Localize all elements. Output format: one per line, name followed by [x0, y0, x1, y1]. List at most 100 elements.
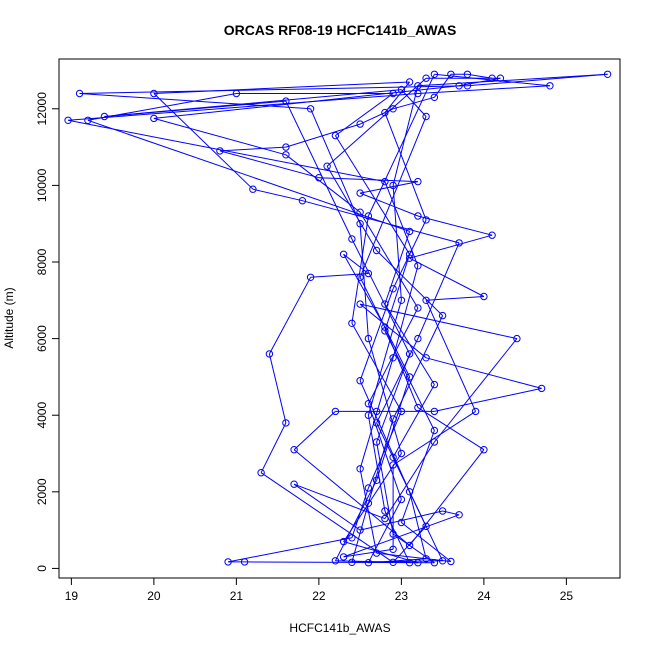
y-axis: 0 2000 4000 6000 8000 10000 12000: [35, 92, 60, 572]
data-point: [397, 85, 406, 94]
y-tick-label: 8000: [35, 248, 49, 275]
series-line-segment: [153, 81, 410, 94]
data-point: [405, 559, 414, 567]
series-line-segment: [285, 100, 353, 240]
data-point: [381, 327, 389, 335]
chart-title: ORCAS RF08-19 HCFC141b_AWAS: [224, 22, 457, 38]
data-point: [603, 70, 612, 79]
series-line-segment: [392, 533, 435, 564]
series-line-segment: [384, 326, 419, 408]
data-point: [290, 446, 298, 454]
series-line-segment: [392, 96, 435, 110]
data-point: [282, 151, 290, 159]
x-tick-label: 22: [312, 589, 326, 603]
y-axis-label: Altitude (m): [2, 287, 16, 348]
data-point: [397, 495, 406, 504]
series-line-segment: [359, 357, 394, 469]
series-line-segment: [343, 514, 460, 558]
y-tick-label: 0: [35, 565, 49, 572]
series-line-segment: [392, 410, 476, 466]
series-line-segment: [367, 307, 419, 404]
data-point: [414, 334, 422, 343]
series-line-segment: [318, 177, 418, 183]
data-point: [397, 296, 406, 304]
series-line-segment: [409, 234, 493, 259]
data-point: [364, 499, 373, 507]
series-line-segment: [326, 77, 427, 167]
series-line-segment: [87, 93, 237, 121]
data-point: [282, 419, 290, 427]
data-point: [438, 507, 447, 515]
y-tick-label: 2000: [35, 478, 49, 505]
series-line-segment: [392, 384, 435, 458]
series-line-segment: [343, 253, 369, 274]
data-point: [422, 216, 430, 224]
series-lines: [68, 73, 608, 564]
data-point: [381, 507, 389, 515]
series-line-segment: [219, 150, 320, 179]
data-point: [356, 220, 364, 228]
series-line-segment: [293, 411, 336, 451]
data-point: [389, 181, 397, 190]
data-point: [389, 415, 397, 423]
data-point: [339, 537, 348, 546]
series-line-segment: [409, 491, 427, 559]
data-point: [232, 89, 241, 98]
series-line-segment: [467, 73, 493, 79]
series-line-segment: [285, 123, 361, 148]
data-point: [389, 461, 397, 469]
series-line-segment: [384, 231, 411, 305]
x-tick-label: 23: [395, 589, 409, 603]
series-line-segment: [417, 407, 485, 451]
series-line-segment: [359, 303, 427, 359]
data-point: [414, 82, 422, 90]
data-point: [224, 558, 232, 566]
data-point: [331, 557, 340, 565]
data-point: [75, 89, 84, 98]
data-point: [356, 273, 364, 281]
series-line-segment: [392, 265, 419, 358]
data-point: [381, 514, 389, 523]
data-point: [414, 212, 422, 220]
series-line-segment: [310, 108, 361, 224]
series-line-segment: [376, 441, 394, 535]
series-line-segment: [359, 192, 419, 217]
data-point: [339, 553, 348, 561]
series-line-segment: [367, 74, 435, 217]
series-line-segment: [367, 300, 402, 416]
data-point: [64, 116, 72, 125]
data-point: [405, 541, 414, 550]
data-point: [356, 120, 364, 128]
series-line-segment: [392, 185, 402, 301]
series-line-segment: [228, 537, 352, 563]
data-point: [298, 197, 307, 205]
data-point: [372, 407, 381, 416]
data-point: [397, 407, 406, 416]
data-point: [306, 273, 315, 281]
data-point: [447, 557, 455, 566]
data-point: [414, 559, 422, 567]
series-line-segment: [409, 257, 485, 297]
data-point: [414, 89, 422, 98]
series-line-segment: [367, 403, 402, 500]
series-line-segment: [359, 510, 443, 531]
data-point: [372, 246, 381, 255]
series-line-segment: [384, 181, 419, 266]
data-point: [389, 89, 397, 98]
data-point: [422, 296, 430, 304]
series-line-segment: [417, 242, 460, 339]
data-point: [150, 89, 158, 98]
data-point: [364, 212, 373, 220]
series-line-segment: [68, 93, 418, 121]
series-line-segment: [426, 296, 484, 301]
series-line-segment: [260, 422, 287, 473]
data-point: [372, 549, 381, 557]
series-line-segment: [359, 303, 518, 340]
series-line-segment: [343, 254, 386, 328]
data-point: [438, 557, 447, 565]
data-point: [315, 174, 323, 182]
data-point: [455, 82, 463, 90]
data-point: [471, 407, 480, 416]
series-line-segment: [219, 146, 286, 152]
data-point: [150, 114, 158, 123]
